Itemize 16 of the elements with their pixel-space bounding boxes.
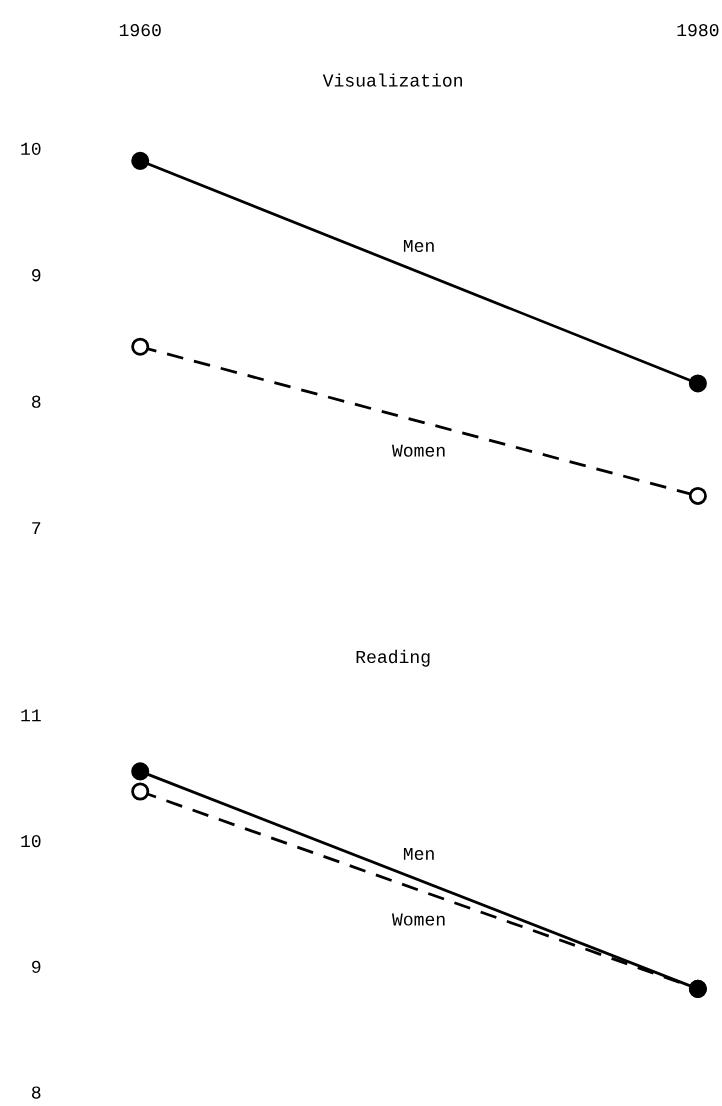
series-label: Women	[391, 913, 445, 926]
y-tick-label: 10	[21, 834, 41, 848]
series-label: Men	[403, 239, 434, 252]
chart-title: Reading	[356, 649, 430, 667]
y-tick-label: 10	[21, 142, 41, 155]
y-tick-label: 8	[31, 395, 41, 408]
y-tick-label: 8	[31, 1086, 41, 1099]
series-label: Men	[403, 847, 434, 860]
y-tick-label: 11	[21, 709, 41, 722]
y-tick-label: 7	[32, 522, 41, 535]
x-tick-label: 1960	[119, 24, 161, 37]
y-tick-label: 9	[32, 960, 41, 973]
x-tick-label: 1980	[677, 24, 719, 37]
y-tick-label: 9	[32, 269, 41, 282]
series-label: Women	[391, 444, 445, 457]
chart-title: Visualization	[322, 73, 462, 87]
